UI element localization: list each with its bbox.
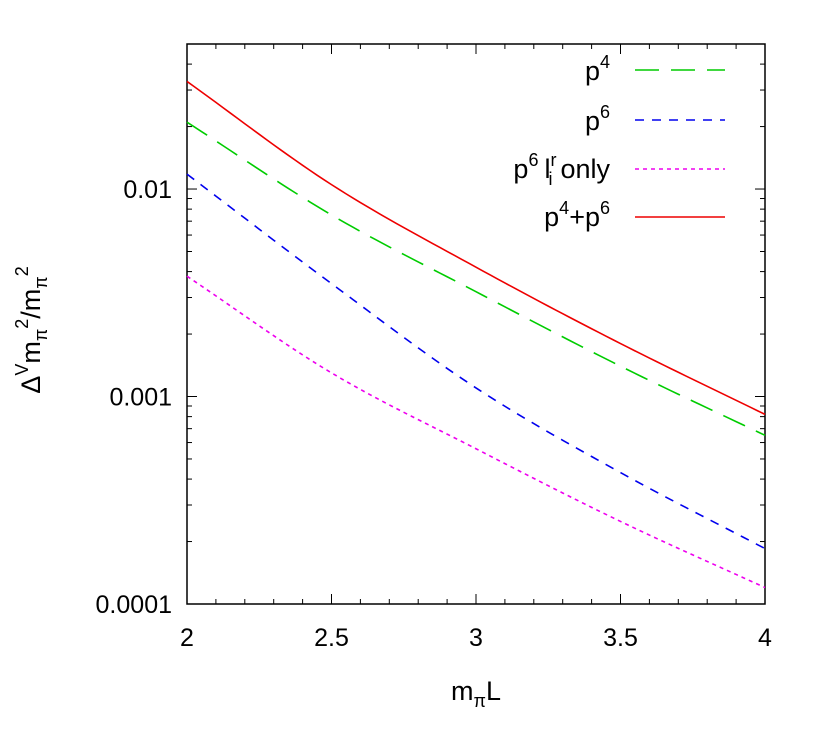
series-line-0: [186, 121, 766, 437]
series-line-1: [186, 173, 766, 550]
y-tick-label: 0.001: [109, 384, 172, 412]
x-tick-labels: 2 2.5 3 3.5 4: [180, 624, 772, 652]
y-tick-label: 0.01: [123, 176, 172, 204]
y-tick-label: 0.0001: [96, 591, 172, 619]
x-tick-label: 4: [758, 624, 772, 652]
axis-ticks: [186, 43, 766, 605]
plot-frame: [186, 43, 766, 605]
legend-label-p6-lir-only: p6 lr i only: [513, 150, 610, 189]
series-line-3: [186, 80, 766, 416]
x-axis-label: mπL: [451, 676, 501, 711]
x-tick-label: 2.5: [314, 624, 349, 652]
series-line-2: [186, 275, 766, 589]
x-tick-label: 2: [180, 624, 194, 652]
y-tick-labels: 0.0001 0.001 0.01: [96, 176, 172, 619]
legend-label-p6: p6: [585, 102, 610, 136]
series-lines: [186, 80, 766, 589]
legend: p4 p6 p6 lr i only p4+p6: [513, 52, 725, 232]
x-tick-label: 3: [469, 624, 483, 652]
x-tick-label: 3.5: [603, 624, 638, 652]
legend-label-p4: p4: [585, 52, 610, 86]
y-axis-label: ΔVmπ2/mπ2: [12, 266, 51, 393]
legend-label-p4-plus-p6: p4+p6: [544, 198, 610, 232]
